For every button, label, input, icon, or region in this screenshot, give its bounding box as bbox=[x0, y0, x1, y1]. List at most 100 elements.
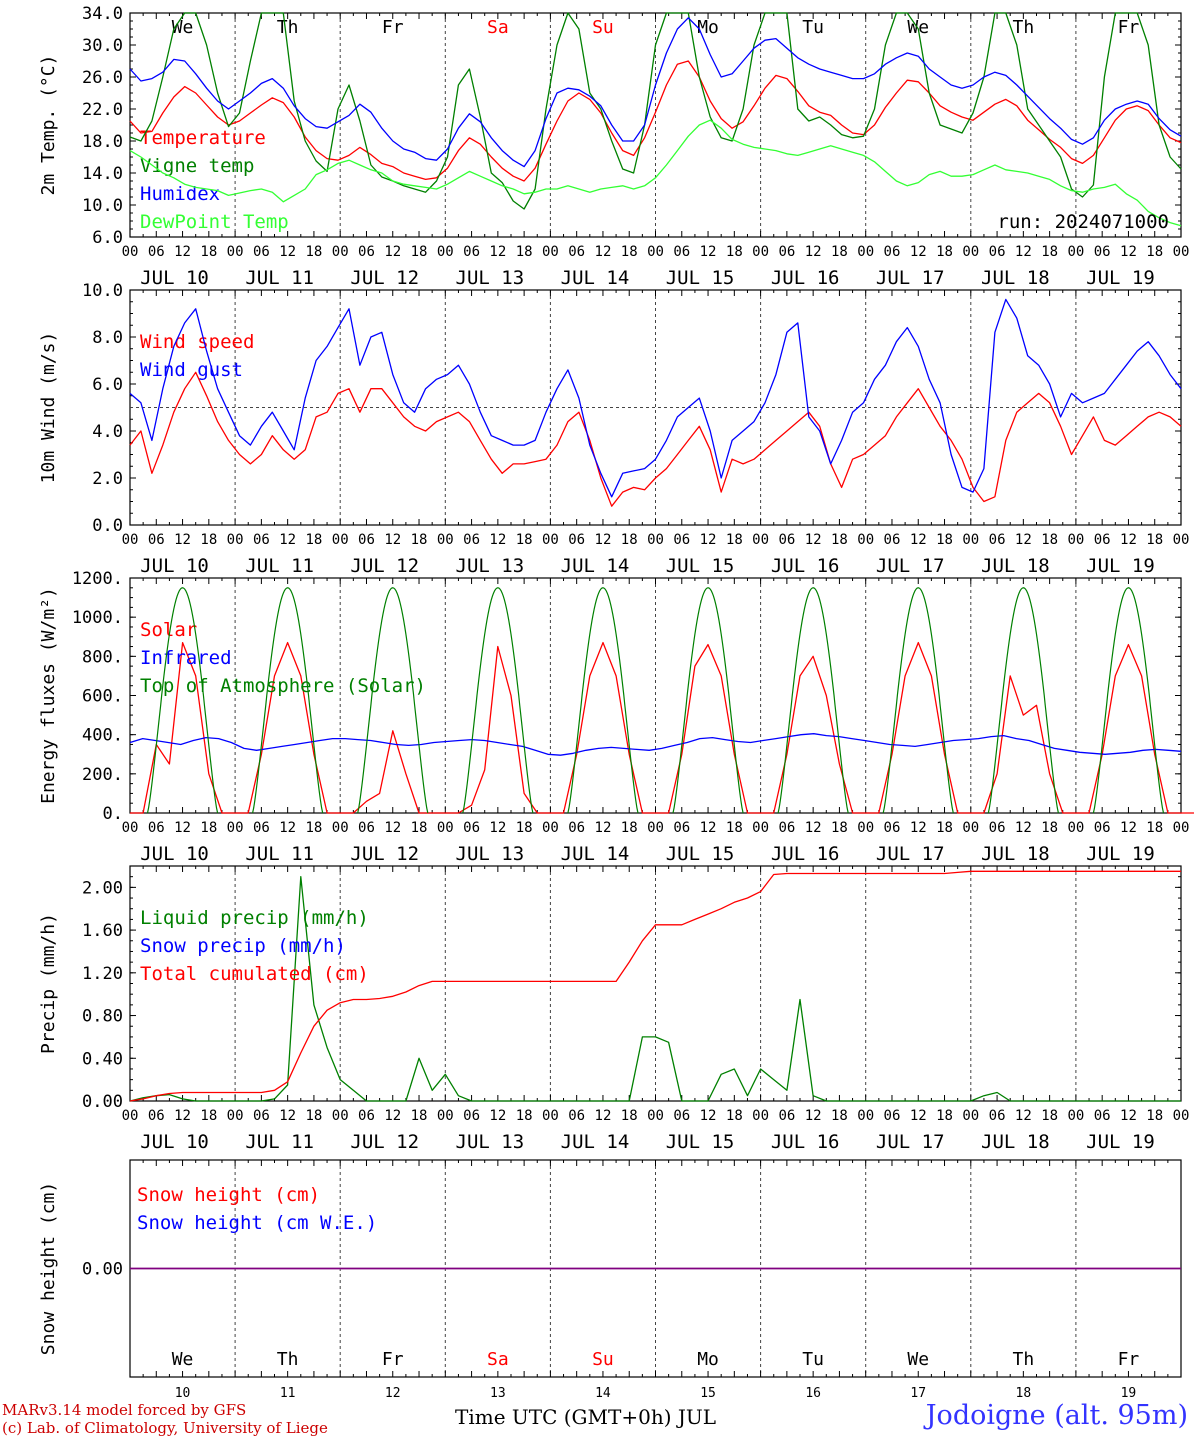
y-tick-label: 1.20 bbox=[82, 964, 123, 984]
hour-tick-label: 18 bbox=[1041, 820, 1058, 836]
y-tick-label: 600. bbox=[82, 687, 123, 707]
legend-entry: Vigne temp bbox=[140, 155, 254, 177]
series-line bbox=[129, 12, 1182, 210]
hour-tick-label: 00 bbox=[962, 820, 979, 836]
hour-tick-label: 06 bbox=[1094, 532, 1111, 548]
date-label: JUL 19 bbox=[1086, 1131, 1155, 1153]
y-tick-label: 0.80 bbox=[82, 1007, 123, 1027]
hour-tick-label: 06 bbox=[884, 244, 901, 260]
hour-tick-label: 18 bbox=[1146, 820, 1163, 836]
date-label: JUL 18 bbox=[981, 1131, 1050, 1153]
hour-tick-label: 00 bbox=[1173, 820, 1190, 836]
date-label: JUL 17 bbox=[876, 555, 945, 577]
hour-tick-label: 18 bbox=[411, 244, 428, 260]
hour-tick-label: 06 bbox=[989, 820, 1006, 836]
legend-entry: DewPoint Temp bbox=[140, 211, 289, 233]
date-label: JUL 19 bbox=[1086, 555, 1155, 577]
y-tick-label: 10.0 bbox=[82, 281, 123, 301]
y-tick-label: 0.40 bbox=[82, 1049, 123, 1069]
hour-tick-label: 06 bbox=[778, 532, 795, 548]
day-label: Sa bbox=[487, 1349, 509, 1370]
hour-tick-label: 00 bbox=[227, 532, 244, 548]
panel-3: 0. 200. 400. 600. 800. 1000. 1200. Energy fluxe… bbox=[38, 569, 1194, 865]
series-line-toa-solar bbox=[146, 587, 219, 814]
hour-tick-label: 18 bbox=[831, 1108, 848, 1124]
hour-tick-label: 00 bbox=[542, 820, 559, 836]
day-label: Th bbox=[277, 1349, 299, 1370]
hour-tick-label: 06 bbox=[148, 244, 165, 260]
hour-tick-label: 18 bbox=[200, 532, 217, 548]
series-line bbox=[129, 733, 1182, 756]
hour-tick-label: 18 bbox=[200, 244, 217, 260]
y-tick-label: 1200. bbox=[72, 569, 123, 589]
hour-tick-label: 00 bbox=[752, 1108, 769, 1124]
hour-tick-label: 18 bbox=[200, 1108, 217, 1124]
hour-tick-label: 12 bbox=[1120, 244, 1137, 260]
series-line bbox=[129, 60, 1182, 182]
y-tick-label: 0.00 bbox=[82, 1092, 123, 1112]
bottom-date-label: 14 bbox=[595, 1386, 611, 1401]
hour-tick-label: 18 bbox=[1146, 532, 1163, 548]
hour-tick-label: 12 bbox=[805, 1108, 822, 1124]
hour-tick-label: 12 bbox=[489, 820, 506, 836]
date-label: JUL 18 bbox=[981, 267, 1050, 289]
y-tick-label: 1000. bbox=[72, 608, 123, 628]
hour-tick-label: 18 bbox=[936, 1108, 953, 1124]
hour-tick-label: 18 bbox=[516, 532, 533, 548]
hour-tick-label: 18 bbox=[305, 820, 322, 836]
date-label: JUL 11 bbox=[245, 1131, 314, 1153]
date-label: JUL 17 bbox=[876, 843, 945, 865]
hour-tick-label: 06 bbox=[568, 820, 585, 836]
hour-tick-label: 06 bbox=[253, 244, 270, 260]
hour-tick-label: 00 bbox=[122, 244, 139, 260]
day-label: Mo bbox=[697, 17, 719, 38]
date-label: JUL 10 bbox=[140, 267, 209, 289]
series-line-toa-solar bbox=[672, 587, 744, 814]
bottom-date-label: 19 bbox=[1121, 1386, 1137, 1401]
hour-tick-label: 12 bbox=[174, 532, 191, 548]
series-line bbox=[129, 17, 1182, 168]
legend-entry: Liquid precip (mm/h) bbox=[140, 907, 369, 929]
x-axis-title: Time UTC (GMT+0h) JUL bbox=[455, 1405, 717, 1429]
hour-tick-label: 06 bbox=[884, 1108, 901, 1124]
hour-tick-label: 12 bbox=[595, 532, 612, 548]
hour-tick-label: 00 bbox=[857, 820, 874, 836]
bottom-date-label: 10 bbox=[175, 1386, 191, 1401]
hour-tick-label: 18 bbox=[726, 244, 743, 260]
series-line-toa-solar bbox=[252, 587, 324, 814]
legend-entry: Wind speed bbox=[140, 331, 254, 353]
hour-tick-label: 00 bbox=[332, 244, 349, 260]
hour-tick-label: 06 bbox=[463, 820, 480, 836]
hour-tick-label: 12 bbox=[805, 532, 822, 548]
day-label: Tu bbox=[802, 17, 824, 38]
y-tick-label: 6.0 bbox=[92, 375, 123, 395]
credit-line-2: (c) Lab. of Climatology, University of L… bbox=[2, 1419, 328, 1437]
hour-tick-label: 06 bbox=[989, 1108, 1006, 1124]
hour-tick-label: 00 bbox=[542, 532, 559, 548]
hour-tick-label: 12 bbox=[700, 1108, 717, 1124]
series-line-toa-solar bbox=[462, 587, 534, 814]
hour-tick-label: 12 bbox=[700, 820, 717, 836]
hour-tick-label: 06 bbox=[884, 532, 901, 548]
hour-tick-label: 06 bbox=[1094, 1108, 1111, 1124]
day-label: We bbox=[172, 17, 194, 38]
hour-tick-label: 06 bbox=[778, 820, 795, 836]
legend-entry: Total cumulated (cm) bbox=[140, 963, 369, 985]
y-tick-label: 30.0 bbox=[82, 36, 123, 56]
bottom-date-label: 13 bbox=[490, 1386, 506, 1401]
date-label: JUL 13 bbox=[456, 1131, 525, 1153]
hour-tick-label: 12 bbox=[279, 1108, 296, 1124]
hour-tick-label: 00 bbox=[1067, 1108, 1084, 1124]
hour-tick-label: 18 bbox=[411, 820, 428, 836]
hour-tick-label: 18 bbox=[831, 820, 848, 836]
hour-tick-label: 12 bbox=[174, 1108, 191, 1124]
bottom-date-label: 12 bbox=[385, 1386, 401, 1401]
y-tick-label: 18.0 bbox=[82, 132, 123, 152]
y-tick-label: 4.0 bbox=[92, 422, 123, 442]
hour-tick-label: 00 bbox=[1173, 532, 1190, 548]
date-label: JUL 16 bbox=[771, 555, 840, 577]
date-label: JUL 12 bbox=[350, 843, 419, 865]
hour-tick-label: 12 bbox=[1015, 244, 1032, 260]
date-label: JUL 16 bbox=[771, 267, 840, 289]
hour-tick-label: 12 bbox=[805, 820, 822, 836]
